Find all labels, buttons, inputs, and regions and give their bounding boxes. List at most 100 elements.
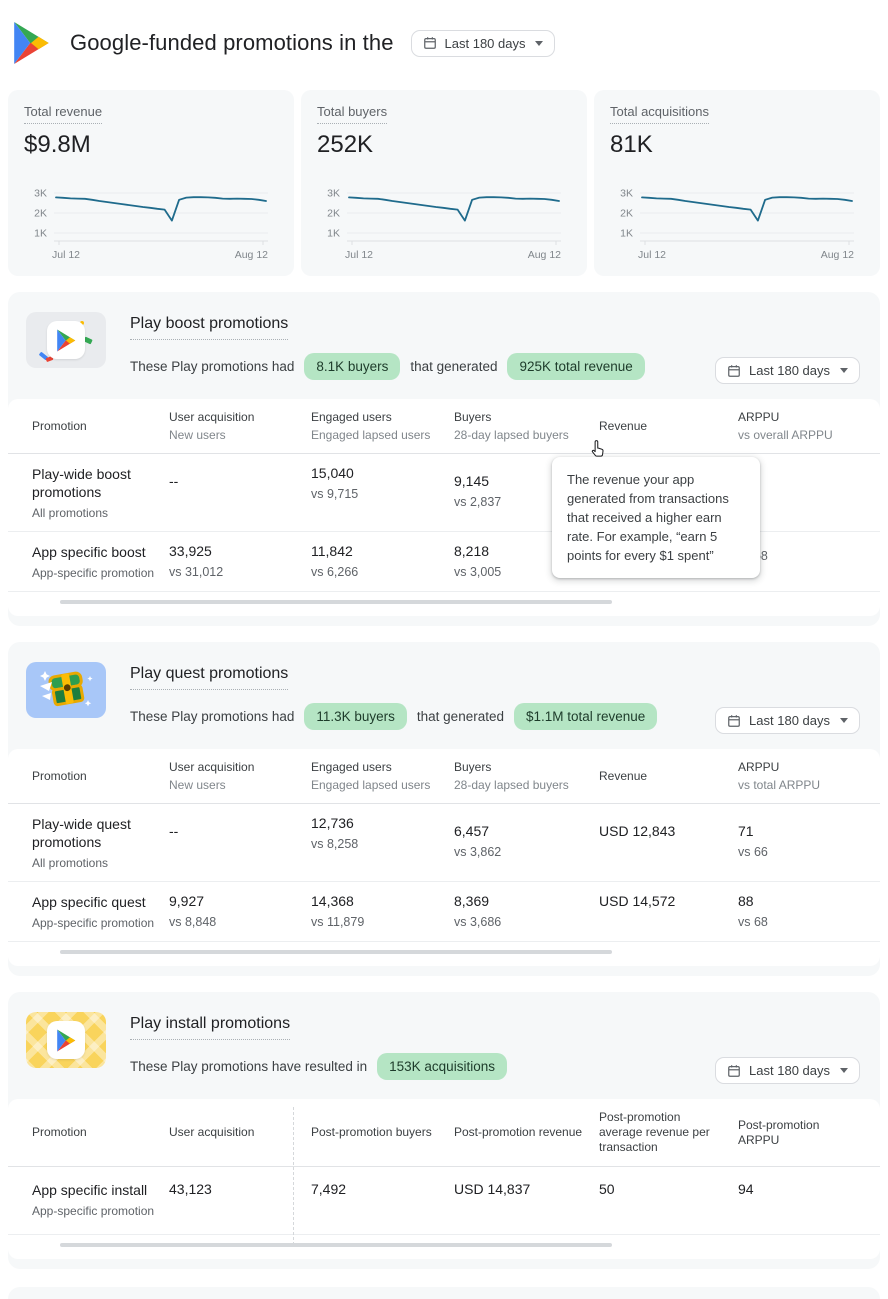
header-date-filter[interactable]: Last 180 days xyxy=(410,29,556,57)
buyers-cell: 9,145 vs 2,837 xyxy=(454,473,502,509)
svg-text:1K: 1K xyxy=(34,228,47,240)
buyers-badge: 11.3K buyers xyxy=(304,703,407,730)
play-boost-icon xyxy=(26,312,106,368)
horizontal-scrollbar xyxy=(60,1243,856,1247)
play-boost-section: Play boost promotions These Play promoti… xyxy=(8,292,880,626)
chevron-down-icon xyxy=(840,718,848,723)
column-header-arppu: ARPPU vs total ARPPU xyxy=(738,760,821,792)
user-acquisition-cell: 43,123 xyxy=(169,1181,212,1197)
quest-date-filter[interactable]: Last 180 days xyxy=(715,707,860,734)
table-row: Play-wide boost promotions All promotion… xyxy=(8,454,880,532)
play-boost-titles: Play boost promotions These Play promoti… xyxy=(130,312,645,384)
scrollbar-thumb[interactable] xyxy=(60,1243,612,1247)
column-header-promotion: Promotion xyxy=(32,768,87,783)
play-app-tile xyxy=(47,321,85,359)
google-play-logo-icon xyxy=(57,329,76,351)
scrollbar-thumb[interactable] xyxy=(60,600,612,604)
svg-text:3K: 3K xyxy=(34,188,47,200)
revenue-tooltip: The revenue your app generated from tran… xyxy=(552,457,760,578)
install-table: Promotion User acquisition Post-promotio… xyxy=(8,1099,880,1259)
buyers-cell: 6,457 vs 3,862 xyxy=(454,823,502,859)
column-header-revenue[interactable]: Revenue xyxy=(599,418,648,433)
promotion-cell: App specific quest App-specific promotio… xyxy=(32,894,155,930)
user-acquisition-cell: 9,927 vs 8,848 xyxy=(169,893,217,929)
revenue-cell: USD 12,843 xyxy=(599,823,676,839)
svg-text:Aug 12: Aug 12 xyxy=(528,249,561,261)
boost-table: Promotion User acquisition New users Enga… xyxy=(8,399,880,616)
post-promotion-avg-revenue-cell: 50 xyxy=(599,1181,615,1197)
section-title: Play install promotions xyxy=(130,1015,291,1040)
svg-text:Jul 12: Jul 12 xyxy=(52,249,80,261)
install-date-filter[interactable]: Last 180 days xyxy=(715,1057,860,1084)
revenue-cell: USD 14,572 xyxy=(599,893,676,909)
page-title: Google-funded promotions in the xyxy=(70,30,394,55)
svg-text:1K: 1K xyxy=(620,228,633,240)
subtitle-text: These Play promotions had xyxy=(130,709,295,724)
play-quest-header: Play quest promotions These Play promoti… xyxy=(26,662,862,734)
column-header-post-promotion-avg-revenue: Post-promotion average revenue per trans… xyxy=(599,1110,710,1154)
column-header-promotion: Promotion xyxy=(32,1125,87,1139)
play-quest-titles: Play quest promotions These Play promoti… xyxy=(130,662,658,734)
svg-text:3K: 3K xyxy=(620,188,633,200)
column-header-user-acquisition: User acquisition New users xyxy=(169,760,255,792)
chevron-down-icon xyxy=(535,40,544,46)
treasure-chest-graphic xyxy=(40,671,93,707)
google-play-logo-icon xyxy=(14,22,49,64)
svg-text:Aug 12: Aug 12 xyxy=(235,249,268,261)
calendar-icon xyxy=(423,37,436,49)
play-install-icon xyxy=(26,1012,106,1068)
treasure-chest-icon xyxy=(26,662,106,718)
boost-table-header: Promotion User acquisition New users Enga… xyxy=(8,399,880,454)
engaged-users-cell: 11,842 vs 6,266 xyxy=(311,543,359,579)
table-row: App specific quest App-specific promotio… xyxy=(8,882,880,942)
column-header-revenue: Revenue xyxy=(599,768,648,783)
table-row: Play-wide quest promotions All promotion… xyxy=(8,804,880,882)
scrollbar-thumb[interactable] xyxy=(60,950,612,954)
kpi-label: Total acquisitions xyxy=(610,104,709,124)
svg-text:2K: 2K xyxy=(34,208,47,220)
kpi-value: 81K xyxy=(610,131,653,158)
install-table-header: Promotion User acquisition Post-promotio… xyxy=(8,1099,880,1167)
promotion-cell: App specific boost App-specific promotio… xyxy=(32,544,155,580)
user-acquisition-cell: 33,925 vs 31,012 xyxy=(169,543,224,579)
column-header-buyers: Buyers 28-day lapsed buyers xyxy=(454,410,569,442)
arppu-cell: 88 vs 68 xyxy=(738,893,768,929)
revenue-badge: $1.1M total revenue xyxy=(513,703,658,730)
cursor-pointer-icon xyxy=(591,440,604,457)
play-install-section: Play install promotions These Play promo… xyxy=(8,992,880,1269)
post-promotion-buyers-cell: 7,492 xyxy=(311,1181,347,1197)
post-promotion-arppu-cell: 94 xyxy=(738,1181,754,1197)
kpi-label: Total revenue xyxy=(24,104,103,124)
buyers-badge: 8.1K buyers xyxy=(304,353,401,380)
play-quest-section: Play quest promotions These Play promoti… xyxy=(8,642,880,976)
engaged-users-cell: 14,368 vs 11,879 xyxy=(311,893,365,929)
promotion-cell: Play-wide boost promotions All promotion… xyxy=(32,466,131,520)
kpi-value: 252K xyxy=(317,131,374,158)
engaged-users-cell: 12,736 vs 8,258 xyxy=(311,815,359,851)
kpi-card-total-revenue: Total revenue $9.8M 3K 2K 1K Jul 12 Aug 12 xyxy=(8,90,294,276)
engaged-users-cell: 15,040 vs 9,715 xyxy=(311,465,359,501)
revenue-badge: 925K total revenue xyxy=(507,353,645,380)
total-revenue-sparkline: 3K 2K 1K Jul 12 Aug 12 xyxy=(24,181,278,268)
subtitle-text: that generated xyxy=(410,359,498,374)
svg-text:2K: 2K xyxy=(620,208,633,220)
play-install-header: Play install promotions These Play promo… xyxy=(26,1012,862,1084)
column-header-user-acquisition: User acquisition xyxy=(169,1125,255,1139)
kpi-label: Total buyers xyxy=(317,104,388,124)
kpi-value: $9.8M xyxy=(24,131,91,158)
boost-date-filter[interactable]: Last 180 days xyxy=(715,357,860,384)
column-header-post-promotion-revenue: Post-promotion revenue xyxy=(454,1125,583,1139)
post-promotion-revenue-cell: USD 14,837 xyxy=(454,1181,531,1197)
play-boost-header: Play boost promotions These Play promoti… xyxy=(26,312,862,384)
calendar-icon xyxy=(728,364,740,377)
svg-text:1K: 1K xyxy=(327,228,340,240)
section-subtitle: These Play promotions had 8.1K buyers th… xyxy=(130,353,645,380)
total-acquisitions-sparkline: 3K 2K 1K Jul 12 Aug 12 xyxy=(610,181,864,268)
acquisitions-badge: 153K acquisitions xyxy=(377,1053,507,1080)
play-app-tile xyxy=(47,1021,85,1059)
section-title: Play boost promotions xyxy=(130,315,289,340)
svg-text:Aug 12: Aug 12 xyxy=(821,249,854,261)
promotion-cell: App specific install App-specific promot… xyxy=(32,1182,155,1218)
column-header-buyers: Buyers 28-day lapsed buyers xyxy=(454,760,569,792)
